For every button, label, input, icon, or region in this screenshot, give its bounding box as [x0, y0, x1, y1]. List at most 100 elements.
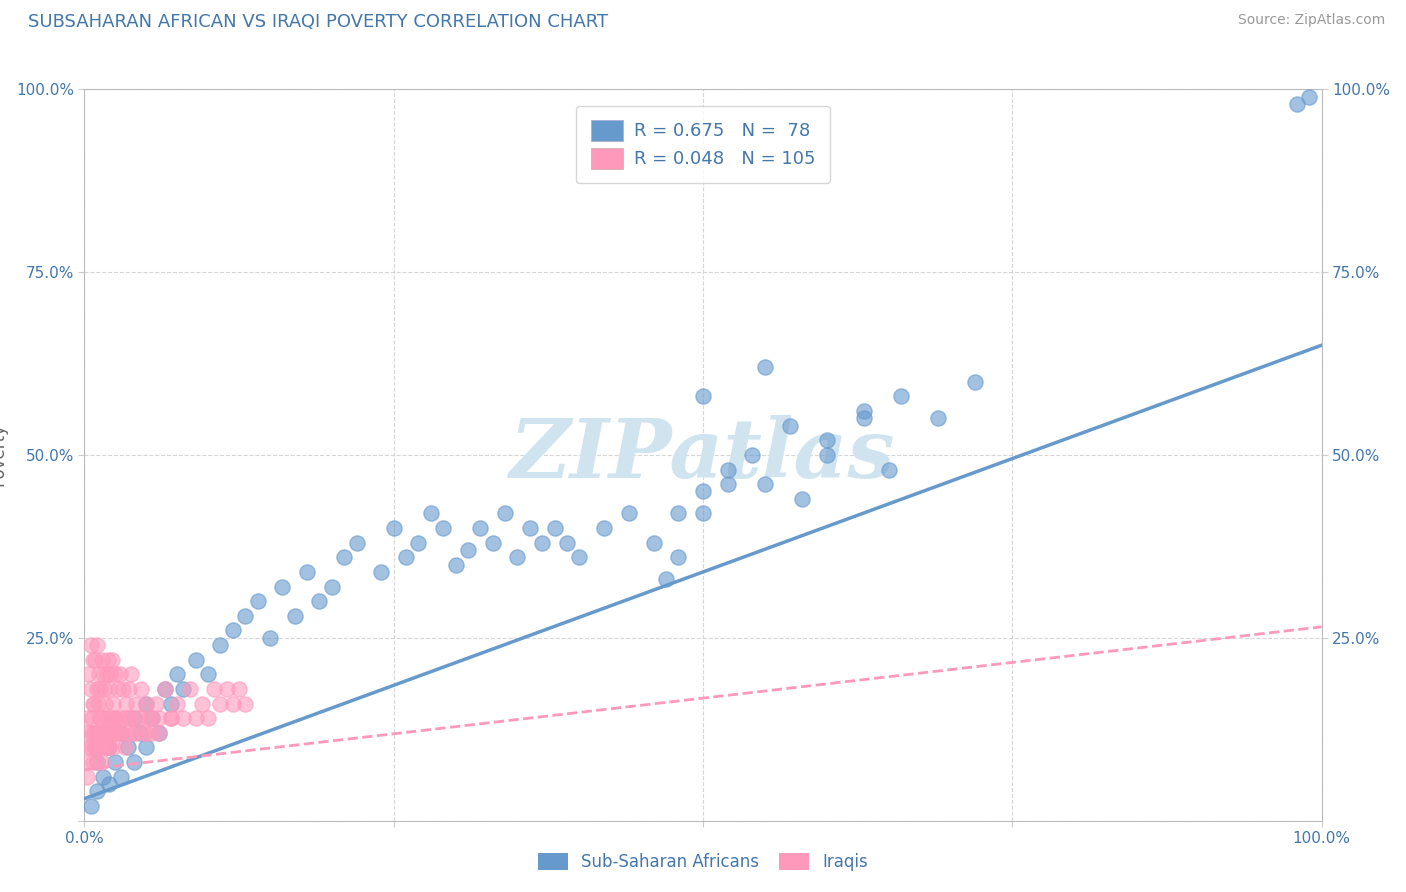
Point — [717, 462, 740, 476]
Point — [82, 755, 104, 769]
Point — [209, 697, 232, 711]
Point — [295, 565, 318, 579]
Point — [80, 711, 103, 725]
Point — [83, 697, 105, 711]
Point — [568, 550, 591, 565]
Point — [87, 740, 110, 755]
Point — [77, 755, 100, 769]
Point — [112, 711, 135, 725]
Point — [655, 572, 678, 586]
Point — [86, 755, 108, 769]
Point — [80, 726, 103, 740]
Point — [166, 667, 188, 681]
Point — [135, 740, 157, 755]
Point — [779, 418, 801, 433]
Point — [84, 726, 107, 740]
Point — [115, 697, 138, 711]
Point — [83, 740, 105, 755]
Point — [100, 653, 122, 667]
Point — [79, 740, 101, 755]
Point — [114, 740, 136, 755]
Point — [129, 726, 152, 740]
Point — [717, 477, 740, 491]
Point — [228, 681, 250, 696]
Point — [346, 535, 368, 549]
Point — [101, 697, 124, 711]
Point — [284, 608, 307, 623]
Point — [129, 711, 152, 725]
Point — [107, 681, 129, 696]
Point — [104, 667, 127, 681]
Point — [692, 507, 714, 521]
Point — [93, 681, 115, 696]
Point — [135, 697, 157, 711]
Point — [98, 777, 121, 791]
Point — [89, 740, 111, 755]
Point — [91, 726, 114, 740]
Point — [494, 507, 516, 521]
Point — [506, 550, 529, 565]
Point — [444, 558, 467, 572]
Point — [94, 697, 117, 711]
Point — [153, 681, 176, 696]
Point — [965, 375, 987, 389]
Point — [89, 667, 111, 681]
Point — [1285, 96, 1308, 111]
Point — [271, 580, 294, 594]
Point — [89, 711, 111, 725]
Point — [308, 594, 330, 608]
Point — [117, 726, 139, 740]
Point — [153, 681, 176, 696]
Point — [141, 711, 163, 725]
Point — [191, 697, 214, 711]
Point — [111, 681, 134, 696]
Point — [148, 711, 170, 725]
Point — [321, 580, 343, 594]
Point — [103, 726, 125, 740]
Point — [197, 667, 219, 681]
Point — [215, 681, 238, 696]
Point — [86, 681, 108, 696]
Point — [86, 784, 108, 798]
Point — [122, 755, 145, 769]
Point — [815, 434, 838, 448]
Text: SUBSAHARAN AFRICAN VS IRAQI POVERTY CORRELATION CHART: SUBSAHARAN AFRICAN VS IRAQI POVERTY CORR… — [28, 13, 609, 31]
Point — [531, 535, 554, 549]
Point — [120, 711, 142, 725]
Point — [100, 726, 122, 740]
Point — [815, 448, 838, 462]
Point — [172, 681, 194, 696]
Point — [481, 535, 503, 549]
Point — [179, 681, 201, 696]
Point — [104, 711, 127, 725]
Point — [79, 638, 101, 652]
Point — [86, 638, 108, 652]
Point — [432, 521, 454, 535]
Point — [1298, 89, 1320, 103]
Point — [89, 726, 111, 740]
Point — [96, 667, 118, 681]
Point — [76, 711, 98, 725]
Point — [408, 535, 430, 549]
Point — [89, 681, 111, 696]
Point — [98, 740, 121, 755]
Point — [77, 667, 100, 681]
Point — [117, 711, 139, 725]
Point — [101, 740, 124, 755]
Point — [125, 697, 148, 711]
Point — [117, 740, 139, 755]
Point — [138, 711, 160, 725]
Point — [122, 726, 145, 740]
Point — [79, 740, 101, 755]
Point — [246, 594, 269, 608]
Point — [98, 667, 121, 681]
Point — [86, 755, 108, 769]
Point — [104, 755, 127, 769]
Point — [209, 638, 232, 652]
Point — [145, 697, 167, 711]
Point — [110, 770, 132, 784]
Point — [87, 697, 110, 711]
Point — [519, 521, 541, 535]
Point — [617, 507, 640, 521]
Text: ZIPatlas: ZIPatlas — [510, 415, 896, 495]
